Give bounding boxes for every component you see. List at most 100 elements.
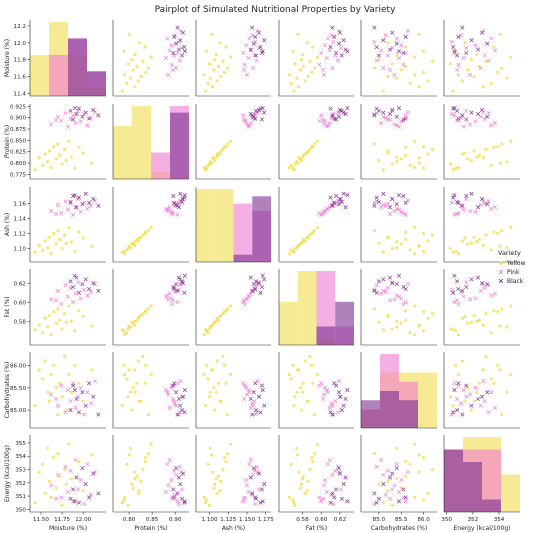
point-black-6 — [262, 277, 267, 282]
point-pink-1 — [166, 483, 171, 488]
point-yellow-19 — [386, 41, 390, 45]
point-black-1 — [339, 53, 344, 58]
point-yellow-10 — [146, 228, 151, 233]
point-pink-15 — [170, 298, 175, 303]
point-pink-12 — [325, 462, 330, 467]
point-pink-14 — [92, 110, 98, 115]
point-pink-2 — [250, 66, 256, 71]
point-black-3 — [248, 475, 253, 480]
point-yellow-15 — [149, 225, 153, 230]
point-pink-4 — [374, 199, 379, 204]
point-yellow-3 — [289, 377, 293, 381]
point-yellow-2 — [37, 470, 41, 474]
point-yellow-2 — [417, 156, 421, 160]
point-yellow-10 — [313, 142, 317, 146]
point-black-10 — [396, 106, 402, 111]
panel-energy-kcal-100g-vs-protein — [112, 435, 189, 513]
point-yellow-11 — [216, 64, 221, 69]
point-pink-5 — [163, 55, 169, 61]
point-yellow-19 — [218, 489, 222, 493]
point-pink-3 — [59, 211, 64, 216]
point-black-6 — [341, 110, 346, 115]
point-yellow-7 — [413, 332, 417, 337]
point-pink-15 — [455, 298, 460, 303]
point-black-4 — [182, 410, 187, 415]
point-yellow-3 — [408, 81, 412, 85]
point-pink-1 — [166, 72, 171, 77]
point-pink-13 — [88, 203, 93, 208]
point-yellow-15 — [509, 304, 513, 308]
point-yellow-13 — [221, 147, 225, 152]
point-black-6 — [341, 191, 346, 196]
point-yellow-4 — [43, 359, 47, 363]
point-yellow-15 — [67, 304, 71, 308]
point-yellow-11 — [57, 237, 62, 242]
point-yellow-15 — [315, 225, 320, 230]
point-yellow-4 — [43, 316, 47, 320]
point-yellow-14 — [469, 408, 474, 412]
panel-ash-vs-ash — [195, 187, 271, 263]
point-black-5 — [251, 390, 256, 395]
hist-bar-black-3 — [399, 400, 418, 428]
point-yellow-8 — [496, 231, 500, 236]
point-black-2 — [401, 50, 406, 56]
point-black-10 — [72, 273, 77, 278]
point-yellow-18 — [404, 309, 408, 313]
point-yellow-7 — [122, 332, 127, 337]
point-yellow-13 — [221, 59, 225, 63]
hist-bar-yellow-1 — [30, 54, 49, 96]
point-yellow-9 — [131, 68, 135, 72]
point-black-9 — [96, 491, 101, 496]
point-yellow-15 — [149, 55, 153, 59]
point-yellow-2 — [481, 243, 485, 248]
point-pink-12 — [394, 123, 399, 128]
point-pink-15 — [455, 67, 460, 72]
point-yellow-1 — [120, 404, 124, 408]
point-yellow-5 — [128, 76, 133, 80]
panel-energy-kcal-100g-vs-moisture — [29, 435, 106, 513]
point-yellow-19 — [137, 489, 141, 493]
point-pink-7 — [452, 300, 457, 305]
point-pink-10 — [473, 119, 478, 124]
point-black-6 — [381, 277, 386, 282]
point-yellow-11 — [57, 153, 62, 157]
point-black-2 — [464, 50, 469, 56]
point-pink-12 — [489, 206, 494, 211]
point-black-1 — [180, 53, 185, 58]
point-yellow-3 — [125, 331, 129, 335]
point-yellow-20 — [210, 32, 214, 36]
point-pink-5 — [65, 387, 71, 393]
point-yellow-8 — [421, 310, 426, 314]
point-yellow-1 — [381, 501, 385, 505]
point-pink-3 — [242, 62, 247, 67]
point-yellow-3 — [41, 331, 45, 335]
point-yellow-12 — [293, 395, 297, 399]
point-black-3 — [343, 396, 348, 402]
point-black-9 — [330, 491, 335, 496]
hist-bar-black-4 — [87, 71, 106, 96]
point-black-8 — [337, 394, 343, 399]
point-pink-8 — [493, 405, 498, 410]
point-pink-10 — [322, 478, 328, 483]
point-yellow-2 — [37, 368, 41, 372]
point-yellow-13 — [63, 312, 67, 316]
point-pink-8 — [493, 48, 498, 53]
point-black-7 — [87, 116, 92, 121]
point-pink-5 — [65, 490, 71, 495]
point-yellow-19 — [305, 489, 309, 493]
point-pink-12 — [247, 36, 252, 41]
point-yellow-3 — [408, 163, 412, 167]
point-yellow-1 — [451, 404, 455, 408]
point-pink-13 — [458, 401, 464, 406]
point-pink-9 — [390, 487, 395, 492]
panel-protein-vs-fat — [278, 104, 354, 180]
point-pink-1 — [468, 72, 473, 77]
point-yellow-17 — [421, 166, 426, 170]
point-yellow-1 — [292, 89, 296, 93]
point-yellow-8 — [496, 310, 500, 314]
point-black-1 — [253, 108, 259, 113]
point-yellow-10 — [225, 142, 230, 146]
point-pink-1 — [468, 122, 473, 127]
x-tick-label: 1.125 — [220, 517, 236, 523]
point-yellow-4 — [426, 491, 430, 496]
